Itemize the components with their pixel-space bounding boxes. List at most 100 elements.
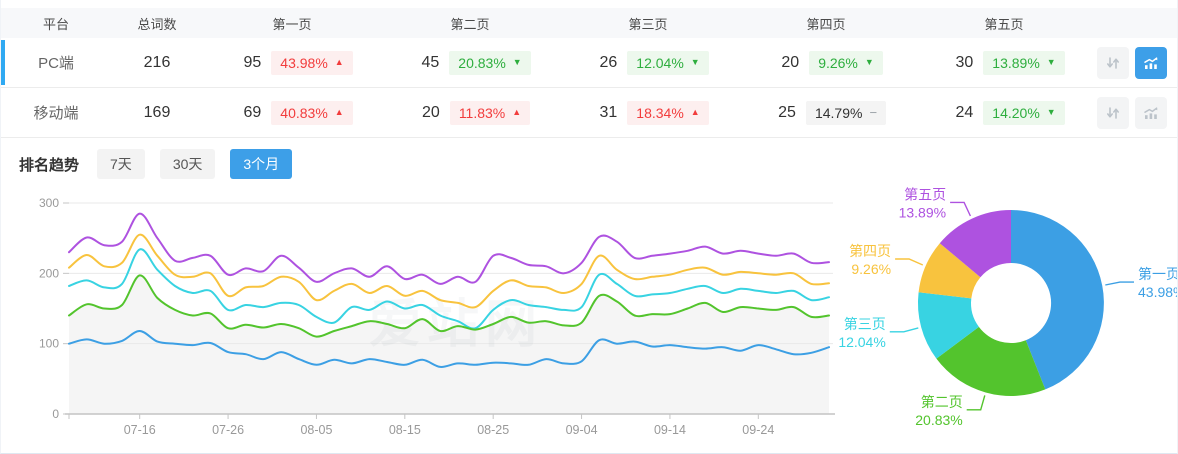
donut-label-name: 第五页 bbox=[904, 186, 946, 202]
tab-7days[interactable]: 7天 bbox=[97, 149, 145, 179]
donut-label-leader-line bbox=[889, 327, 919, 333]
page-distribution-donut-chart[interactable]: 第一页 43.98% 第二页 20.83% 第三页 12.04% 第四页 9.26% 第五页 13… bbox=[838, 170, 1178, 454]
charts-area: 0 100 200 300 07-16 07-26 08-05 08-15 08-25 09-04… bbox=[1, 186, 1177, 454]
col-header-page5: 第五页 bbox=[984, 16, 1024, 32]
page1-cell: 95 43.98% bbox=[203, 50, 381, 75]
x-axis-label: 08-25 bbox=[477, 423, 509, 437]
donut-slice-第一页[interactable] bbox=[1011, 210, 1104, 390]
page3-count: 26 bbox=[599, 53, 618, 71]
col-header-platform: 平台 bbox=[42, 16, 69, 32]
col-header-total: 总词数 bbox=[137, 16, 177, 32]
page2-change-badge: 20.83% bbox=[449, 50, 531, 75]
page1-count: 95 bbox=[243, 53, 262, 71]
col-header-page1: 第一页 bbox=[272, 16, 312, 32]
donut-label-name: 第一页 bbox=[1138, 266, 1178, 282]
x-axis-label: 09-14 bbox=[654, 423, 686, 437]
trend-line-第三页[interactable] bbox=[68, 248, 830, 330]
platform-name: PC端 bbox=[38, 55, 74, 72]
tab-3months[interactable]: 3个月 bbox=[230, 149, 293, 179]
platform-name: 移动端 bbox=[33, 105, 79, 122]
page2-count: 20 bbox=[422, 103, 440, 121]
trend-toolbar: 排名趋势 7天 30天 3个月 bbox=[1, 138, 1177, 190]
page1-change-badge: 40.83% bbox=[271, 100, 353, 125]
page4-change-badge: 14.79% bbox=[805, 100, 887, 125]
total-words: 169 bbox=[143, 103, 171, 121]
x-axis-label: 07-16 bbox=[124, 423, 156, 437]
page3-change-badge: 12.04% bbox=[627, 50, 709, 75]
page3-cell: 31 18.34% bbox=[559, 100, 737, 125]
page4-cell: 20 9.26% bbox=[737, 50, 915, 75]
table-row-pc[interactable]: PC端 216 95 43.98% 45 20.83% 26 12.04% 20… bbox=[1, 38, 1177, 88]
donut-slice-第二页[interactable] bbox=[936, 326, 1046, 396]
row-actions bbox=[1093, 46, 1177, 79]
x-axis-label: 09-04 bbox=[566, 423, 598, 437]
donut-label-percent: 12.04% bbox=[838, 334, 885, 350]
page2-cell: 20 11.83% bbox=[381, 100, 559, 125]
y-axis-label: 200 bbox=[39, 266, 59, 280]
page5-cell: 30 13.89% bbox=[915, 50, 1093, 75]
page4-count: 20 bbox=[781, 53, 800, 71]
page5-change-badge: 13.89% bbox=[983, 50, 1065, 75]
row-actions bbox=[1093, 96, 1177, 129]
donut-label-percent: 9.26% bbox=[851, 261, 891, 277]
table-header-row: 平台 总词数 第一页 第二页 第三页 第四页 第五页 bbox=[1, 8, 1177, 38]
donut-label-percent: 13.89% bbox=[899, 204, 946, 220]
trend-line-chart[interactable]: 0 100 200 300 07-16 07-26 08-05 08-15 08-25 09-04… bbox=[1, 190, 841, 454]
trend-line-第五页[interactable] bbox=[68, 212, 830, 285]
trend-title: 排名趋势 bbox=[19, 156, 80, 174]
page2-count: 45 bbox=[421, 53, 440, 71]
donut-label-percent: 20.83% bbox=[915, 412, 962, 428]
donut-label-percent: 43.98% bbox=[1138, 284, 1178, 300]
col-header-page2: 第二页 bbox=[450, 16, 490, 32]
trend-line-第一页[interactable] bbox=[68, 329, 830, 368]
page1-change-badge: 43.98% bbox=[271, 50, 353, 75]
page2-cell: 45 20.83% bbox=[381, 50, 559, 75]
donut-slice-第五页[interactable] bbox=[939, 210, 1011, 278]
y-axis-label: 100 bbox=[39, 337, 59, 351]
page3-change-badge: 18.34% bbox=[627, 100, 709, 125]
trend-chart-icon[interactable] bbox=[1135, 46, 1167, 79]
x-axis-label: 08-05 bbox=[300, 423, 332, 437]
col-header-page3: 第三页 bbox=[628, 16, 668, 32]
x-axis-label: 07-26 bbox=[212, 423, 244, 437]
page5-count: 30 bbox=[955, 53, 974, 71]
donut-label-leader-line bbox=[1105, 281, 1134, 286]
trend-chart-icon[interactable] bbox=[1135, 96, 1167, 129]
ranking-table: 平台 总词数 第一页 第二页 第三页 第四页 第五页 PC端 216 95 43… bbox=[1, 0, 1177, 138]
donut-label-name: 第三页 bbox=[844, 316, 886, 332]
page1-count: 69 bbox=[243, 103, 262, 121]
donut-label-name: 第四页 bbox=[849, 243, 891, 259]
y-axis-label: 0 bbox=[52, 407, 59, 421]
page4-count: 25 bbox=[778, 103, 796, 121]
donut-label-name: 第二页 bbox=[921, 394, 963, 410]
page1-cell: 69 40.83% bbox=[203, 100, 381, 125]
x-axis-label: 08-15 bbox=[389, 423, 421, 437]
page3-count: 31 bbox=[599, 103, 618, 121]
donut-slice-第三页[interactable] bbox=[917, 292, 979, 359]
col-header-page4: 第四页 bbox=[806, 16, 846, 32]
donut-label-leader-line bbox=[950, 201, 972, 217]
table-row-mobile[interactable]: 移动端 169 69 40.83% 20 11.83% 31 18.34% 25… bbox=[1, 88, 1177, 138]
page4-change-badge: 9.26% bbox=[809, 50, 883, 75]
page5-change-badge: 14.20% bbox=[983, 100, 1065, 125]
x-axis-label: 09-24 bbox=[742, 423, 774, 437]
stack-area-fill bbox=[69, 275, 829, 414]
donut-label-leader-line bbox=[966, 395, 986, 411]
sort-icon[interactable] bbox=[1097, 96, 1129, 129]
tab-30days[interactable]: 30天 bbox=[159, 149, 216, 179]
total-words: 216 bbox=[143, 53, 171, 71]
page5-count: 24 bbox=[955, 103, 974, 121]
page5-cell: 24 14.20% bbox=[915, 100, 1093, 125]
active-row-indicator bbox=[1, 90, 5, 135]
active-row-indicator bbox=[1, 40, 5, 85]
page4-cell: 25 14.79% bbox=[737, 100, 915, 125]
donut-slice-第四页[interactable] bbox=[918, 243, 981, 299]
page3-cell: 26 12.04% bbox=[559, 50, 737, 75]
trend-line-第四页[interactable] bbox=[68, 233, 830, 309]
donut-label-leader-line bbox=[895, 258, 924, 266]
sort-icon[interactable] bbox=[1097, 46, 1129, 79]
trend-line-第二页[interactable] bbox=[68, 274, 830, 338]
y-axis-label: 300 bbox=[39, 196, 59, 210]
page2-change-badge: 11.83% bbox=[449, 100, 531, 125]
